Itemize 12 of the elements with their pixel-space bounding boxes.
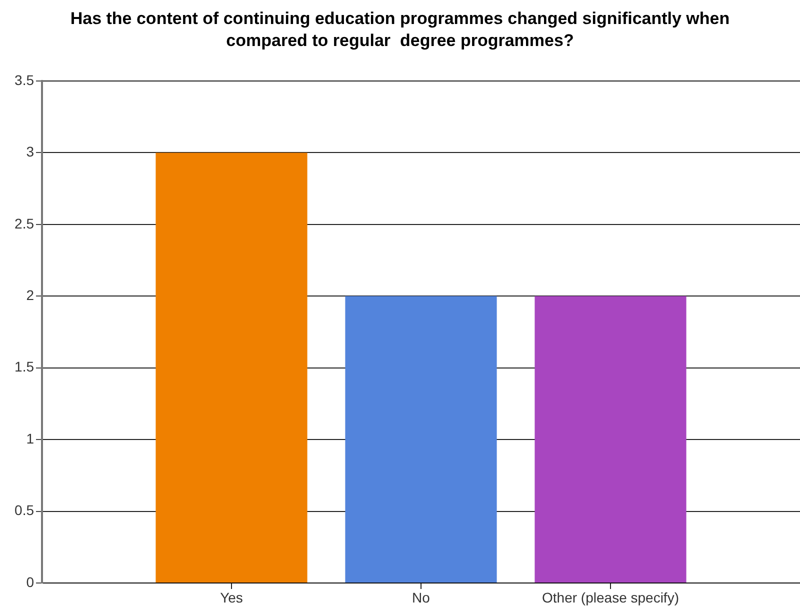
y-tick-label: 3: [26, 144, 34, 160]
y-tick-label: 1.5: [14, 358, 34, 375]
y-tick-label: 3.5: [14, 72, 34, 88]
y-tick-label: 1: [26, 430, 34, 446]
y-tick-label: 2.5: [14, 215, 34, 232]
x-tick-label: Yes: [220, 589, 243, 606]
y-tick-label: 0: [26, 574, 34, 590]
y-tick-label: 2: [26, 287, 34, 303]
x-tick-label: Other (please specify): [542, 589, 679, 606]
chart-title: Has the content of continuing education programmes changed significantly when compared to regular degree programmes?: [69, 8, 731, 52]
y-tick-label: 0.5: [14, 502, 34, 518]
x-tick-label: No: [412, 589, 430, 606]
